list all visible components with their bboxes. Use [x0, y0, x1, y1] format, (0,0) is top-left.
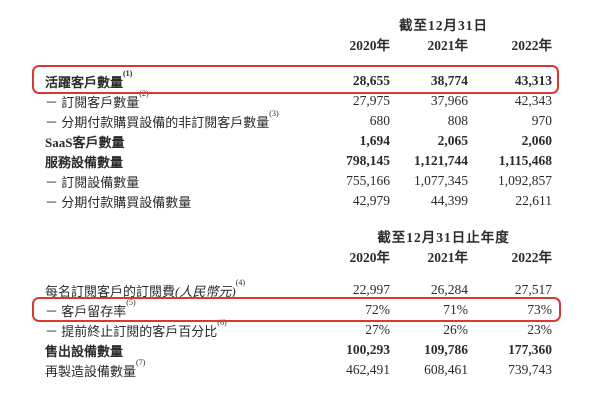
cell-value: 27,517	[514, 282, 553, 297]
cell-value: 38,774	[430, 73, 468, 88]
cell-value: 100,293	[346, 342, 390, 357]
table-row-devices-sold: 售出設備數量 100,293 109,786 177,360	[45, 340, 552, 360]
cell-value: 1,115,468	[498, 153, 553, 168]
row-label: SaaS客戶數量	[45, 134, 125, 150]
table-row-remanufactured-devices: 再製造設備數量(7) 462,491 608,461 739,743	[45, 358, 553, 380]
cell-value: 1,092,857	[498, 173, 553, 188]
cell-value: 109,786	[424, 342, 468, 357]
row-label: 活躍客戶數量(1)	[45, 69, 133, 90]
cell-value: 23%	[527, 322, 553, 337]
table-row-service-devices: 服務設備數量 798,145 1,121,744 1,115,468	[45, 151, 552, 171]
cell-value: 2,060	[521, 133, 553, 148]
empty-cell	[45, 226, 335, 246]
footnote-marker: (2)	[139, 89, 149, 99]
cell-value: 27%	[365, 322, 390, 337]
footnote-marker: (7)	[136, 358, 146, 368]
footnote-marker: (5)	[126, 298, 136, 308]
period-header-row: 截至12月31日	[45, 14, 552, 34]
cell-value: 22,997	[352, 282, 390, 297]
cell-value: 755,166	[346, 173, 390, 188]
row-label: － 提前終止訂閱的客戶百分比(6)	[45, 318, 227, 339]
row-label: 服務設備數量	[45, 154, 124, 170]
cell-value: 739,743	[508, 362, 553, 377]
footnote-marker: (4)	[235, 278, 246, 288]
empty-cell	[45, 246, 335, 266]
cell-value: 44,399	[430, 193, 468, 208]
cell-value: 1,121,744	[414, 153, 468, 168]
cell-value: 22,611	[515, 193, 553, 208]
year-column-header: 2021年	[427, 250, 469, 265]
years-header-row: 2020年 2021年 2022年	[45, 34, 553, 54]
cell-value: 798,145	[346, 153, 390, 168]
cell-value: 73%	[527, 302, 553, 317]
table-row-installment-non-subscription-customers: － 分期付款購買設備的非訂閱客戶數量(3) 680 808 970	[45, 109, 553, 131]
cell-value: 28,655	[352, 73, 390, 88]
cell-value: 1,077,345	[414, 173, 468, 188]
row-label: － 分期付款購買設備的非訂閱客戶數量(3)	[45, 109, 279, 130]
cell-value: 42,343	[514, 93, 553, 108]
table-row-customer-retention-rate: － 客戶留存率(5) 72% 71% 73%	[45, 298, 553, 320]
year-column-header: 2020年	[349, 250, 391, 265]
table-row-installment-devices: － 分期付款購買設備數量 42,979 44,399 22,611	[45, 191, 552, 211]
cell-value: 177,360	[508, 342, 553, 357]
table-row-subscription-customers: － 訂閱客戶數量(2) 27,975 37,966 42,343	[45, 89, 553, 111]
cell-value: 42,979	[352, 193, 390, 208]
cell-value: 71%	[443, 302, 468, 317]
customer-metrics-table: 截至12月31日 2020年 2021年 2022年 活躍客戶數量(1) 28,…	[45, 14, 552, 211]
years-header-row: 2020年 2021年 2022年	[45, 246, 553, 266]
row-label: － 訂閱客戶數量(2)	[45, 89, 149, 110]
empty-cell	[45, 14, 335, 34]
table-row-saas-customers: SaaS客戶數量 1,694 2,065 2,060	[45, 131, 552, 151]
cell-value: 462,491	[346, 362, 390, 377]
period-header-row: 截至12月31日止年度	[45, 226, 552, 246]
year-column-header: 2020年	[349, 38, 391, 53]
cell-value: 26,284	[430, 282, 468, 297]
cell-value: 608,461	[424, 362, 468, 377]
cell-value: 43,313	[514, 73, 553, 88]
row-label: 再製造設備數量(7)	[45, 358, 146, 379]
year-column-header: 2022年	[511, 38, 553, 53]
spacer-row	[45, 54, 552, 71]
cell-value: 1,694	[359, 133, 390, 148]
year-column-header: 2022年	[511, 250, 553, 265]
cell-value: 72%	[365, 302, 390, 317]
footnote-marker: (3)	[269, 109, 279, 119]
cell-value: 970	[531, 113, 553, 128]
table-row-subscription-devices: － 訂閱設備數量 755,166 1,077,345 1,092,857	[45, 171, 552, 191]
footnote-marker: (6)	[217, 318, 227, 328]
subscription-metrics-table: 截至12月31日止年度 2020年 2021年 2022年 每名訂閱客戶的訂閱費…	[45, 226, 552, 380]
row-label: 售出設備數量	[45, 343, 124, 359]
cell-value: 26%	[443, 322, 468, 337]
footnote-marker: (1)	[123, 69, 133, 79]
cell-value: 37,966	[430, 93, 468, 108]
row-label: 每名訂閱客戶的訂閱費(人民幣元)(4)	[45, 278, 246, 299]
row-label: － 分期付款購買設備數量	[45, 194, 192, 210]
cell-value: 680	[369, 113, 390, 128]
row-label: － 客戶留存率(5)	[45, 298, 136, 319]
cell-value: 808	[447, 113, 468, 128]
table-row-early-termination-percentage: － 提前終止訂閱的客戶百分比(6) 27% 26% 23%	[45, 318, 553, 340]
cell-value: 2,065	[437, 133, 468, 148]
period-header: 截至12月31日	[399, 18, 489, 33]
year-column-header: 2021年	[427, 38, 469, 53]
table-row-subscription-fee: 每名訂閱客戶的訂閱費(人民幣元)(4) 22,997 26,284 27,517	[45, 278, 553, 300]
cell-value: 27,975	[352, 93, 390, 108]
row-label: － 訂閱設備數量	[45, 174, 140, 190]
table-row-active-customers: 活躍客戶數量(1) 28,655 38,774 43,313	[45, 69, 553, 91]
period-header: 截至12月31日止年度	[377, 230, 510, 245]
spacer-row	[45, 266, 552, 280]
empty-cell	[45, 34, 335, 54]
